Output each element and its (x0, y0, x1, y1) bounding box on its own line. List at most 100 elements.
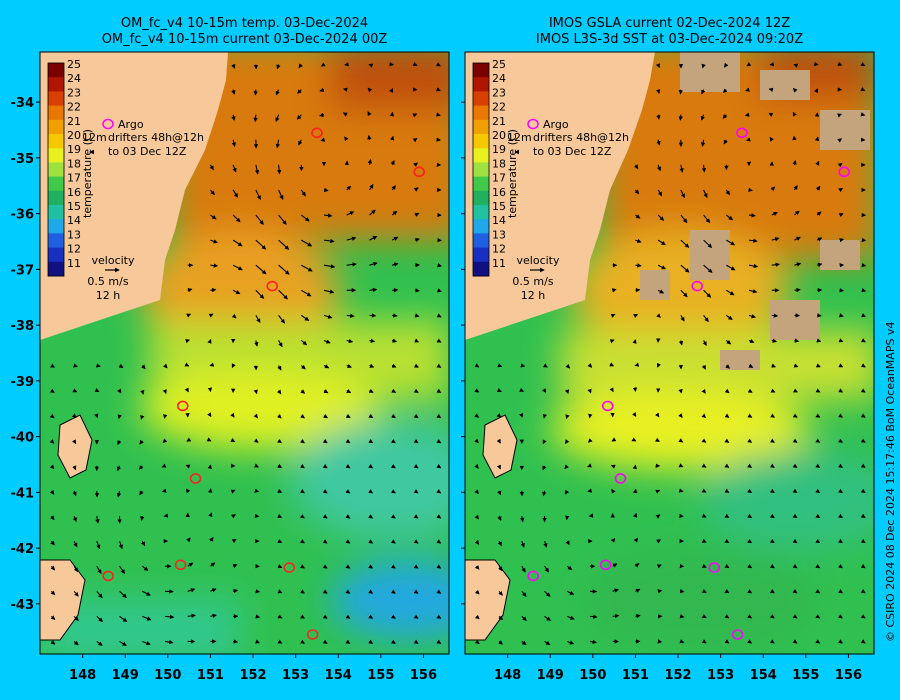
velocity-arrow (300, 389, 306, 394)
argo-float-marker (691, 280, 703, 292)
velocity-arrow (520, 363, 526, 368)
velocity-arrow (323, 389, 329, 394)
velocity-arrow (816, 211, 822, 217)
velocity-arrow (254, 164, 260, 175)
velocity-arrow (792, 413, 798, 418)
velocity-arrow (277, 564, 283, 569)
velocity-arrow (793, 363, 799, 368)
velocity-arrow (208, 313, 214, 318)
velocity-arrow (498, 640, 503, 645)
colorbar-tick-label: 11 (492, 257, 506, 270)
velocity-arrow (792, 488, 798, 494)
velocity-arrow (117, 388, 122, 394)
velocity-arrow (278, 214, 287, 225)
lat-tick-label: -41 (11, 486, 35, 501)
velocity-arrow (474, 363, 480, 368)
velocity-arrow (657, 289, 665, 294)
velocity-arrow (564, 489, 570, 495)
velocity-arrow (838, 563, 843, 569)
velocity-arrow (187, 588, 196, 593)
velocity-arrow (322, 438, 328, 444)
velocity-arrow (633, 313, 639, 319)
velocity-arrow (567, 640, 575, 645)
colorbar-tick-label: 19 (67, 143, 81, 156)
velocity-arrow (792, 87, 798, 93)
velocity-arrow (816, 237, 823, 242)
velocity-arrow (474, 388, 480, 393)
colorbar-swatch (48, 134, 64, 149)
legend-argo-marker (102, 118, 114, 130)
velocity-arrow (496, 388, 502, 393)
colorbar-swatch (48, 247, 64, 263)
flinders-island-right (482, 414, 518, 479)
velocity-arrow (632, 512, 638, 518)
velocity-arrow (770, 413, 776, 418)
velocity-arrow (839, 238, 844, 243)
velocity-arrow (794, 262, 802, 267)
velocity-arrow (345, 464, 351, 469)
velocity-arrow (277, 589, 283, 594)
velocity-arrow (701, 388, 706, 394)
velocity-arrow (565, 414, 570, 420)
colorbar-tick-label: 12 (492, 243, 506, 256)
velocity-arrow (413, 639, 419, 644)
velocity-arrow (210, 562, 216, 567)
velocity-arrow (300, 539, 305, 544)
velocity-arrow (838, 213, 844, 218)
velocity-arrow (748, 338, 755, 344)
velocity-arrow (792, 563, 798, 569)
velocity-arrow (747, 563, 753, 569)
velocity-arrow (300, 189, 306, 197)
velocity-arrow (345, 438, 351, 444)
colorbar-swatch (473, 176, 489, 192)
velocity-arrow (496, 464, 501, 470)
velocity-arrow (436, 464, 442, 469)
argo-float-marker (283, 562, 296, 573)
velocity-arrow (497, 490, 502, 496)
velocity-arrow (769, 136, 774, 142)
lon-tick-label: 152 (239, 668, 266, 683)
lat-tick-label: -42 (11, 542, 35, 557)
velocity-arrow (747, 438, 753, 443)
colorbar-swatch (473, 162, 489, 178)
velocity-arrow (498, 615, 504, 621)
velocity-arrow (724, 563, 730, 569)
velocity-arrow (611, 488, 616, 494)
velocity-arrow (298, 139, 303, 146)
velocity-arrow (73, 565, 79, 573)
velocity-arrow (474, 413, 480, 418)
lon-tick-label: 156 (835, 668, 862, 683)
velocity-arrow (860, 388, 866, 393)
velocity-arrow (345, 614, 351, 619)
velocity-arrow (298, 63, 303, 69)
velocity-arrow (860, 413, 866, 418)
velocity-arrow (119, 640, 127, 646)
velocity-arrow (725, 214, 734, 221)
velocity-arrow (747, 589, 753, 594)
velocity-arrow (815, 513, 821, 519)
velocity-arrow (435, 87, 441, 92)
right-panel-title: IMOS GSLA current 02-Dec-2024 12Z IMOS L… (465, 16, 874, 48)
velocity-arrow (414, 313, 420, 318)
velocity-arrow (724, 413, 730, 418)
velocity-arrow (838, 614, 843, 619)
right-argo-floats (527, 127, 850, 640)
velocity-arrow (323, 213, 333, 218)
velocity-arrow (838, 488, 843, 494)
velocity-arrow (657, 589, 663, 594)
velocity-arrow (634, 563, 640, 568)
lon-tick-label: 156 (410, 668, 437, 683)
legend-drifters-label: drifters 48h@12h (108, 131, 204, 144)
legend-drifters-label: drifters 48h@12h (533, 131, 629, 144)
velocity-arrow (346, 338, 354, 344)
velocity-arrow (323, 413, 328, 419)
velocity-arrow (815, 639, 821, 644)
velocity-arrow (323, 264, 336, 269)
velocity-arrow (255, 214, 264, 225)
velocity-arrow (747, 488, 753, 493)
velocity-arrow (319, 87, 325, 92)
velocity-arrow (50, 615, 56, 620)
velocity-arrow (391, 388, 397, 393)
velocity-arrow (861, 287, 867, 293)
velocity-arrow (300, 639, 305, 644)
